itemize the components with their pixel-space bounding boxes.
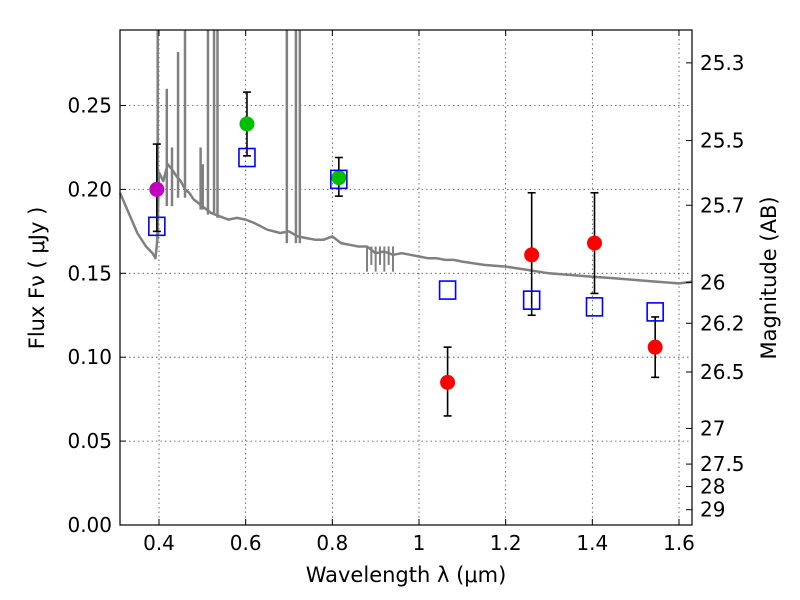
right-tick-label: 26 bbox=[700, 270, 725, 294]
x-tick-label: 1 bbox=[413, 531, 426, 555]
observed-point bbox=[647, 339, 663, 355]
observed-points bbox=[149, 116, 663, 390]
right-tick-label: 27.5 bbox=[700, 452, 745, 476]
y-axis-label: Flux Fν ( μJy ) bbox=[25, 207, 49, 350]
model-band-square bbox=[522, 290, 541, 310]
x-tick-label: 0.8 bbox=[316, 531, 348, 555]
right-axis-label: Magnitude (AB) bbox=[757, 196, 781, 359]
right-tick-label: 27 bbox=[700, 416, 725, 440]
right-tick-label: 26.2 bbox=[700, 311, 745, 335]
x-tick-label: 0.6 bbox=[230, 531, 262, 555]
y-tick-label: 0.05 bbox=[67, 429, 112, 453]
x-tick-label: 0.4 bbox=[143, 531, 175, 555]
x-axis-ticks: 0.4 0.6 0.8 1 1.2 1.4 1.6 bbox=[143, 30, 695, 555]
model-band-square bbox=[330, 169, 348, 190]
y-tick-label: 0.15 bbox=[67, 261, 112, 285]
y-tick-label: 0.00 bbox=[67, 513, 112, 537]
y-tick-label: 0.20 bbox=[67, 177, 112, 201]
right-tick-label: 26.5 bbox=[700, 360, 745, 384]
model-photometry-points bbox=[148, 147, 664, 322]
right-tick-label: 28 bbox=[700, 475, 725, 499]
x-tick-label: 1.4 bbox=[576, 531, 608, 555]
model-band-square bbox=[646, 302, 664, 322]
right-tick-label: 29 bbox=[700, 498, 725, 522]
observed-point bbox=[440, 374, 456, 390]
observed-point bbox=[331, 170, 347, 186]
x-axis-label: Wavelength λ (μm) bbox=[306, 563, 507, 587]
model-band-square bbox=[238, 147, 256, 168]
observed-point bbox=[524, 247, 540, 263]
model-spectrum bbox=[118, 30, 693, 285]
y-tick-label: 0.25 bbox=[67, 94, 112, 118]
x-tick-label: 1.2 bbox=[490, 531, 522, 555]
model-band-square bbox=[585, 297, 604, 317]
model-band-square bbox=[148, 216, 166, 237]
grid bbox=[120, 30, 692, 526]
y-tick-label: 0.10 bbox=[67, 345, 112, 369]
right-tick-label: 25.7 bbox=[700, 193, 745, 217]
x-tick-label: 1.6 bbox=[663, 531, 695, 555]
plot-frame bbox=[119, 29, 693, 526]
right-tick-label: 25.5 bbox=[700, 129, 745, 153]
model-band-square bbox=[438, 280, 457, 300]
observed-point bbox=[149, 181, 165, 197]
right-tick-label: 25.3 bbox=[700, 51, 745, 75]
y-axis-ticks: 0.00 0.05 0.10 0.15 0.20 0.25 bbox=[67, 94, 126, 537]
spectrum-line bbox=[118, 162, 693, 285]
observed-point bbox=[587, 235, 602, 251]
observed-point bbox=[239, 116, 255, 132]
